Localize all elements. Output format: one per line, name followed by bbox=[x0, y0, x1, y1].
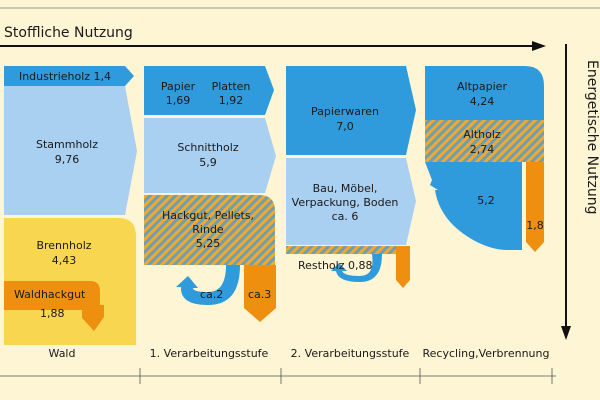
hackgut-flow bbox=[144, 195, 275, 265]
papier-label: Papier bbox=[161, 80, 196, 93]
altpapier-flow bbox=[425, 66, 544, 120]
papierwaren-label: Papierwaren bbox=[311, 105, 379, 118]
platten-label: Platten bbox=[212, 80, 251, 93]
ca2-curved-arrow bbox=[176, 265, 240, 305]
papierwaren-flow bbox=[286, 66, 416, 155]
restholz-strip bbox=[286, 246, 410, 254]
value-18-arrow bbox=[526, 162, 544, 252]
hackgut-label-2: Rinde bbox=[192, 223, 224, 236]
material-use-arrowhead bbox=[532, 41, 546, 51]
stammholz-value: 9,76 bbox=[55, 153, 80, 166]
waldhackgut-label: Waldhackgut bbox=[14, 288, 86, 301]
ca3-label: ca.3 bbox=[248, 288, 271, 301]
altholz-flow bbox=[425, 120, 544, 162]
altholz-label: Altholz bbox=[463, 128, 501, 141]
recycling-value: 5,2 bbox=[477, 194, 495, 207]
schnittholz-label: Schnittholz bbox=[177, 141, 238, 154]
bau-label-2: Verpackung, Boden bbox=[292, 196, 399, 209]
platten-value: 1,92 bbox=[219, 94, 244, 107]
bau-flow bbox=[286, 158, 416, 245]
industrieholz-label: Industrieholz 1,4 bbox=[19, 70, 111, 83]
restholz-label: Restholz 0,88 bbox=[298, 259, 372, 272]
stage-label-first: 1. Verarbeitungsstufe bbox=[150, 347, 269, 360]
stage-label-second: 2. Verarbeitungsstufe bbox=[291, 347, 410, 360]
ca3-arrow bbox=[244, 265, 276, 322]
material-use-title: Stoffliche Nutzung bbox=[4, 25, 133, 41]
brennholz-value: 4,43 bbox=[52, 254, 77, 267]
stammholz-flow bbox=[4, 86, 137, 215]
recycling-blue-sweep bbox=[425, 162, 522, 250]
energy-use-arrowhead bbox=[561, 326, 571, 340]
waldhackgut-arrow bbox=[82, 305, 104, 331]
papierwaren-value: 7,0 bbox=[336, 120, 354, 133]
restholz-orange-arrow bbox=[396, 246, 410, 288]
schnittholz-flow bbox=[144, 118, 276, 193]
schnittholz-value: 5,9 bbox=[199, 156, 217, 169]
ca2-label: ca.2 bbox=[200, 288, 223, 301]
stage-label-third: Recycling,Verbrennung bbox=[423, 347, 550, 360]
restholz-curved-arrow bbox=[331, 254, 382, 282]
altpapier-value: 4,24 bbox=[470, 95, 495, 108]
altholz-value: 2,74 bbox=[470, 143, 495, 156]
papier-platten-flow bbox=[144, 66, 274, 115]
value-18-label: 1,8 bbox=[526, 219, 544, 232]
brennholz-label: Brennholz bbox=[36, 239, 91, 252]
stammholz-label: Stammholz bbox=[36, 138, 98, 151]
hackgut-value: 5,25 bbox=[196, 237, 221, 250]
waldhackgut-flow bbox=[4, 281, 100, 310]
altpapier-label: Altpapier bbox=[457, 80, 507, 93]
bau-value: ca. 6 bbox=[332, 210, 359, 223]
industrieholz-flow bbox=[4, 66, 134, 86]
waldhackgut-value: 1,88 bbox=[40, 307, 65, 320]
bau-label-1: Bau, Möbel, bbox=[313, 182, 378, 195]
energy-use-title: Energetische Nutzung bbox=[584, 60, 600, 214]
stage-label-forest: Wald bbox=[49, 347, 76, 360]
hackgut-label-1: Hackgut, Pellets, bbox=[162, 209, 254, 222]
papier-value: 1,69 bbox=[166, 94, 191, 107]
